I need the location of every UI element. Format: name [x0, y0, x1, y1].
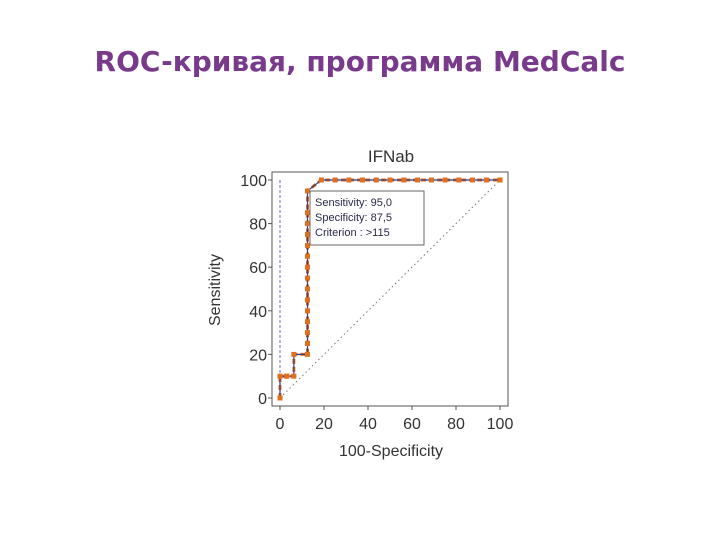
roc-point: [346, 177, 352, 183]
info-criterion: Criterion : >115: [315, 227, 390, 239]
y-tick-label: 60: [249, 260, 267, 277]
chart-title: IFNab: [368, 147, 414, 166]
roc-point: [470, 177, 475, 183]
roc-point: [497, 177, 503, 183]
roc-marker-layer: [277, 177, 503, 401]
roc-point: [415, 177, 420, 183]
info-sensitivity: Sensitivity: 95,0: [315, 197, 392, 209]
y-tick-label: 40: [249, 304, 267, 321]
roc-point: [305, 253, 310, 259]
roc-point: [456, 177, 462, 183]
roc-point: [305, 221, 310, 227]
x-tick-label: 40: [359, 416, 377, 433]
y-axis-label: Sensitivity: [207, 254, 224, 326]
y-tick-label: 100: [240, 173, 267, 190]
roc-point: [277, 395, 283, 401]
roc-point: [305, 242, 310, 248]
x-tick-label: 80: [447, 416, 465, 433]
x-tick-label: 20: [315, 416, 333, 433]
x-tick-label: 100: [487, 416, 514, 433]
y-tick-label: 80: [249, 217, 267, 234]
roc-point: [305, 308, 310, 314]
roc-point: [483, 177, 489, 183]
roc-point: [305, 351, 310, 357]
x-tick-label: 60: [403, 416, 421, 433]
roc-curve-line: [279, 179, 500, 398]
roc-point: [332, 177, 338, 183]
roc-point: [401, 177, 407, 183]
roc-point: [428, 177, 434, 183]
roc-point: [318, 177, 324, 183]
y-tick-label: 0: [258, 391, 267, 408]
criterion-info-box: Sensitivity: 95,0 Specificity: 87,5 Crit…: [309, 190, 425, 246]
roc-point: [291, 373, 297, 379]
roc-point: [291, 351, 297, 357]
roc-point: [305, 210, 310, 216]
x-tick-layer: 0 20 40 60 80 100: [276, 406, 514, 433]
roc-point: [305, 297, 310, 303]
info-specificity: Specificity: 87,5: [315, 212, 392, 224]
roc-line-layer: [278, 178, 500, 398]
y-tick-layer: 0 20 40 60 80 100: [240, 173, 272, 408]
roc-point: [305, 341, 310, 346]
roc-point: [305, 232, 310, 237]
info-box-frame: [309, 190, 425, 246]
roc-point: [277, 373, 283, 379]
slide-title: ROC-кривая, программа MedCalc: [94, 45, 626, 78]
roc-point: [284, 373, 290, 379]
x-axis-label: 100-Specificity: [339, 443, 443, 460]
roc-point: [373, 177, 379, 183]
roc-point: [305, 286, 310, 292]
x-tick-label: 0: [276, 416, 285, 433]
y-tick-label: 20: [249, 347, 267, 364]
roc-point: [305, 188, 310, 194]
roc-point: [305, 319, 310, 325]
plot-frame: [271, 171, 509, 407]
roc-point: [305, 330, 310, 336]
roc-point: [442, 177, 448, 183]
roc-point: [360, 177, 365, 183]
roc-point: [387, 177, 393, 183]
roc-point: [305, 264, 310, 270]
roc-point: [305, 275, 310, 281]
